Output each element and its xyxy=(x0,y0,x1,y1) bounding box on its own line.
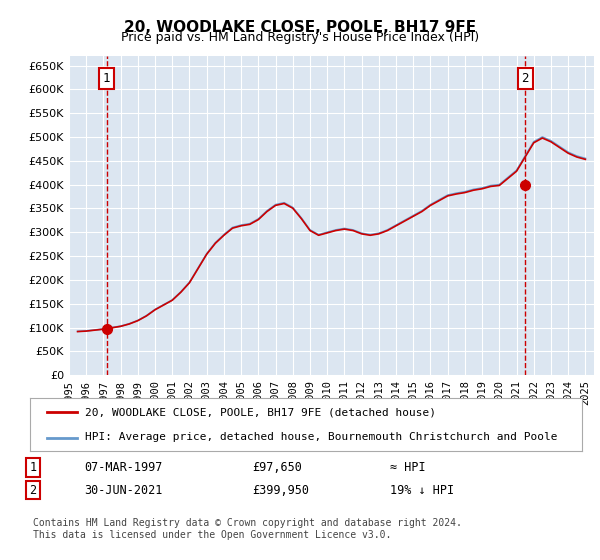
Text: 2: 2 xyxy=(29,483,37,497)
Text: ≈ HPI: ≈ HPI xyxy=(390,461,425,474)
Text: 20, WOODLAKE CLOSE, POOLE, BH17 9FE (detached house): 20, WOODLAKE CLOSE, POOLE, BH17 9FE (det… xyxy=(85,408,436,418)
Text: 30-JUN-2021: 30-JUN-2021 xyxy=(84,483,163,497)
Text: 2: 2 xyxy=(521,72,529,85)
Text: Price paid vs. HM Land Registry's House Price Index (HPI): Price paid vs. HM Land Registry's House … xyxy=(121,31,479,44)
Text: 1: 1 xyxy=(103,72,110,85)
Text: Contains HM Land Registry data © Crown copyright and database right 2024.
This d: Contains HM Land Registry data © Crown c… xyxy=(33,518,462,540)
Text: 07-MAR-1997: 07-MAR-1997 xyxy=(84,461,163,474)
Text: £399,950: £399,950 xyxy=(252,483,309,497)
Text: 19% ↓ HPI: 19% ↓ HPI xyxy=(390,483,454,497)
Text: 1: 1 xyxy=(29,461,37,474)
Text: £97,650: £97,650 xyxy=(252,461,302,474)
Text: HPI: Average price, detached house, Bournemouth Christchurch and Poole: HPI: Average price, detached house, Bour… xyxy=(85,432,558,442)
Text: 20, WOODLAKE CLOSE, POOLE, BH17 9FE: 20, WOODLAKE CLOSE, POOLE, BH17 9FE xyxy=(124,20,476,35)
